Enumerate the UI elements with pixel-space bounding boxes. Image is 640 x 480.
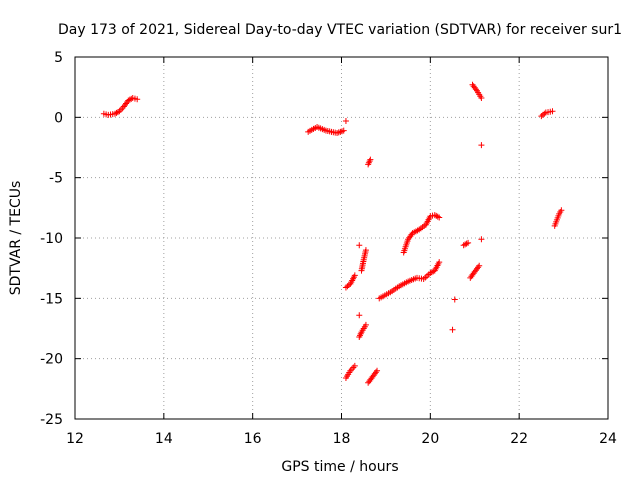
grid bbox=[75, 57, 608, 419]
x-tick-label: 18 bbox=[333, 431, 351, 447]
x-axis-label: GPS time / hours bbox=[281, 459, 398, 475]
data-point bbox=[478, 236, 485, 243]
data-point bbox=[374, 367, 381, 374]
data-point bbox=[436, 214, 443, 221]
x-tick-label: 24 bbox=[599, 431, 617, 447]
y-tick-label: -20 bbox=[40, 352, 63, 368]
y-tick-label: 0 bbox=[54, 110, 63, 126]
data-point bbox=[463, 240, 470, 247]
data-point bbox=[434, 213, 441, 220]
data-point bbox=[541, 110, 548, 117]
data-point bbox=[449, 326, 456, 333]
data-point bbox=[356, 312, 363, 319]
data-point bbox=[549, 108, 556, 115]
x-tick-label: 20 bbox=[421, 431, 439, 447]
x-tick-label: 12 bbox=[66, 431, 84, 447]
data-point bbox=[476, 262, 483, 269]
x-tick-label: 22 bbox=[510, 431, 528, 447]
data-point bbox=[436, 259, 443, 266]
x-tick-label: 14 bbox=[155, 431, 173, 447]
y-tick-label: -5 bbox=[49, 171, 63, 187]
data-point bbox=[367, 156, 374, 163]
chart-title: Day 173 of 2021, Sidereal Day-to-day VTE… bbox=[58, 22, 622, 38]
data-point bbox=[362, 321, 369, 328]
y-tick-label: -10 bbox=[40, 231, 63, 247]
data-point bbox=[351, 272, 358, 279]
x-tick-label: 16 bbox=[244, 431, 262, 447]
y-axis-label: SDTVAR / TECUs bbox=[8, 181, 24, 296]
y-tick-label: -15 bbox=[40, 291, 63, 307]
data-point bbox=[351, 362, 358, 369]
data-point bbox=[340, 127, 347, 134]
x-tick-labels: 12 14 16 18 20 22 24 bbox=[66, 431, 617, 447]
axis-ticks bbox=[74, 56, 609, 420]
y-tick-labels: -25 -20 -15 -10 -5 0 5 bbox=[40, 50, 63, 428]
data-point bbox=[362, 247, 369, 254]
data-point bbox=[356, 242, 363, 249]
data-point bbox=[478, 142, 485, 149]
data-point bbox=[558, 207, 565, 214]
y-tick-label: -25 bbox=[40, 412, 63, 428]
data-point bbox=[134, 96, 141, 103]
y-tick-label: 5 bbox=[54, 50, 63, 66]
data-point bbox=[342, 117, 349, 124]
data-point bbox=[478, 95, 485, 102]
data-point bbox=[465, 239, 472, 246]
data-point bbox=[451, 296, 458, 303]
data-points bbox=[100, 81, 565, 386]
